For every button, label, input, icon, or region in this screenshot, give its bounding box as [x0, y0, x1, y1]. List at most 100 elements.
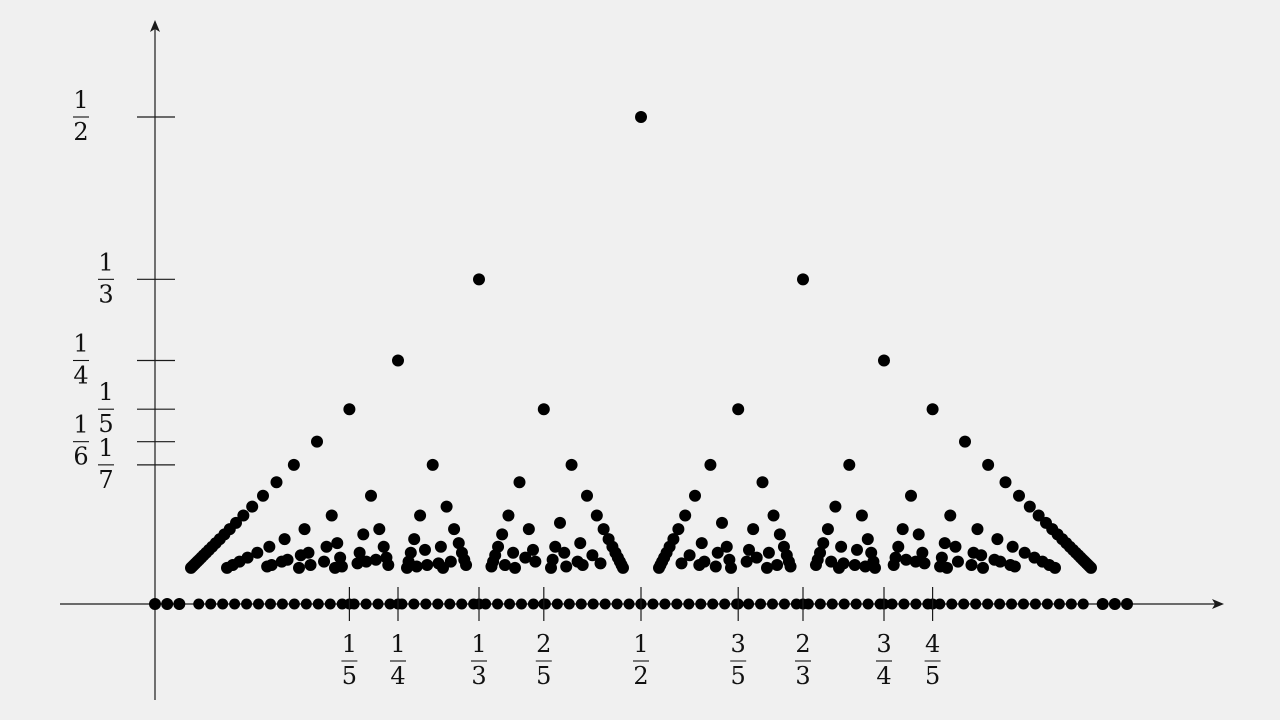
y-tick-label-numerator: 1	[73, 330, 88, 358]
rational-point	[982, 458, 995, 471]
rational-point	[1049, 561, 1061, 574]
axis-point	[217, 598, 229, 610]
axis-point	[563, 598, 575, 610]
axis-point	[1053, 598, 1065, 610]
x-axis-arrowhead	[1212, 599, 1224, 609]
rational-point	[709, 560, 722, 573]
rational-point	[257, 489, 269, 502]
axis-point	[456, 598, 468, 610]
rational-point	[887, 559, 900, 572]
axis-point	[599, 598, 611, 610]
rational-point	[767, 509, 780, 522]
rational-point	[560, 560, 573, 573]
x-tick-label-denominator: 2	[633, 662, 648, 690]
rational-point	[421, 559, 434, 572]
rational-point	[747, 523, 760, 536]
x-tick-label-denominator: 4	[876, 662, 891, 690]
rational-point	[298, 523, 311, 536]
rational-point	[419, 543, 431, 556]
rational-point	[597, 523, 610, 536]
y-tick-label-denominator: 5	[98, 410, 113, 438]
rational-point	[975, 549, 988, 562]
axis-point	[193, 598, 205, 610]
axis-point	[384, 598, 396, 610]
axis-point	[264, 598, 276, 610]
axis-point	[515, 598, 527, 610]
rational-point	[502, 509, 515, 522]
axis-point	[173, 598, 186, 610]
axis-point	[647, 598, 659, 610]
x-tick-label: 35	[730, 630, 747, 690]
rational-point	[683, 549, 696, 562]
rational-point	[711, 546, 724, 559]
rational-point	[460, 559, 473, 572]
rational-point	[704, 458, 717, 471]
y-tick-label: 17	[98, 434, 114, 494]
rational-point	[821, 523, 834, 536]
axis-point	[719, 598, 731, 610]
rational-point	[977, 561, 989, 574]
rational-point	[1008, 560, 1021, 573]
rational-point	[410, 560, 423, 573]
rational-point	[473, 273, 485, 286]
y-tick-label-numerator: 1	[98, 248, 113, 276]
x-tick-label-numerator: 4	[925, 630, 940, 658]
rational-point	[496, 528, 509, 541]
rational-point	[859, 560, 872, 573]
rational-point	[926, 403, 939, 416]
rational-point	[679, 509, 692, 522]
rational-point	[320, 540, 333, 553]
rational-point	[809, 559, 822, 572]
x-tick-label-denominator: 5	[342, 662, 357, 690]
rational-point	[941, 561, 953, 574]
axis-point	[743, 598, 755, 610]
rational-point	[440, 500, 453, 513]
axis-point	[1108, 598, 1121, 610]
rational-point	[448, 523, 461, 536]
rational-point	[653, 561, 665, 574]
rational-point	[414, 509, 427, 522]
rational-point	[905, 489, 917, 502]
axis-point	[946, 598, 958, 610]
axis-point	[1041, 598, 1053, 610]
rational-point	[369, 553, 382, 566]
rational-point	[246, 500, 259, 513]
rational-point	[287, 458, 300, 471]
rational-point	[951, 555, 964, 568]
axis-point	[324, 598, 336, 610]
rational-point	[331, 537, 344, 550]
x-tick-label-denominator: 3	[471, 662, 486, 690]
rational-point	[1018, 546, 1031, 559]
rational-point	[878, 354, 890, 367]
rational-point	[334, 551, 347, 564]
rational-point	[401, 561, 413, 574]
x-tick-label-numerator: 1	[633, 630, 648, 658]
rational-point	[537, 403, 550, 416]
rational-point	[382, 559, 395, 572]
rational-point	[944, 509, 957, 522]
rational-point	[1006, 540, 1019, 553]
x-tick-label: 25	[535, 630, 552, 690]
rational-point	[343, 403, 356, 416]
axis-point	[623, 598, 635, 610]
axis-point	[205, 598, 217, 610]
axis-point	[575, 598, 587, 610]
rational-point	[437, 561, 449, 574]
rational-point	[519, 551, 532, 564]
axis-point	[862, 598, 874, 610]
rational-point	[740, 555, 753, 568]
x-tick-label-numerator: 2	[795, 630, 810, 658]
rational-point	[261, 560, 274, 573]
rational-point	[675, 557, 688, 570]
rational-point	[1013, 489, 1025, 502]
rational-point	[935, 551, 948, 564]
y-tick-label: 13	[98, 248, 114, 308]
axis-point	[1065, 598, 1077, 610]
x-tick-label: 34	[876, 630, 892, 690]
axis-point	[886, 598, 898, 610]
y-tick-label-numerator: 1	[98, 434, 113, 462]
x-tick-label-numerator: 3	[876, 630, 891, 658]
rational-point	[507, 546, 520, 559]
